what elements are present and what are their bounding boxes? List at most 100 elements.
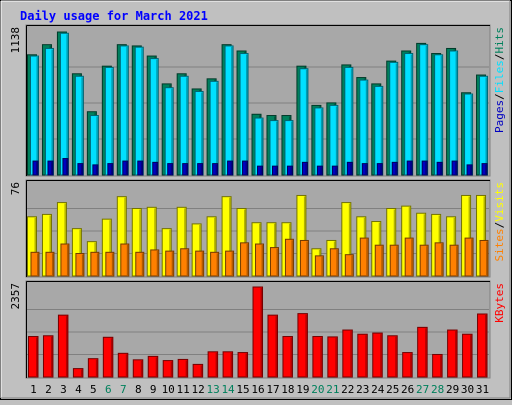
x-tick-label: 29: [446, 383, 459, 396]
bar-files-shade: [320, 108, 323, 175]
bar-pages-shade: [230, 162, 233, 175]
bar-pages-shade: [455, 162, 457, 175]
bar-pages-shade: [125, 162, 128, 175]
x-tick-label: 7: [120, 383, 127, 396]
bar-visits-shade: [154, 208, 156, 276]
bar-sites: [180, 248, 190, 277]
bar-visits-shade: [348, 203, 351, 276]
x-tick-label: 21: [326, 383, 339, 396]
bar-files-shade: [350, 68, 353, 175]
bar-sites: [299, 239, 309, 277]
bar-sites-shade: [411, 239, 413, 276]
bar-pages-shade: [290, 167, 292, 175]
bar-pages: [286, 165, 293, 176]
bar-files-shade: [261, 119, 263, 175]
bar-sites: [30, 251, 40, 277]
bar-files-shade: [290, 121, 293, 175]
bar-kbytes: [417, 326, 428, 378]
bar-pages-shade: [140, 162, 143, 175]
bar-files-shade: [485, 77, 488, 175]
bar-visits-shade: [229, 197, 231, 276]
bar-kbytes: [28, 336, 39, 378]
x-tick-label: 20: [311, 383, 324, 396]
bar-kbytes-shade: [200, 365, 203, 377]
bar-kbytes: [192, 363, 204, 378]
legend-visits: Visits: [493, 182, 506, 222]
bar-sites-shade: [276, 248, 278, 276]
bar-files-shade: [231, 46, 233, 175]
bar-sites: [210, 251, 220, 277]
bar-kbytes-shade: [395, 336, 397, 377]
x-tick-label: 5: [90, 383, 97, 396]
bar-pages: [92, 164, 99, 176]
bar-kbytes-shade: [95, 359, 98, 377]
bar-pages: [107, 163, 114, 176]
legend-files: Files: [493, 60, 506, 93]
x-axis-day-labels: 1 2 3 4 5 6 7 8 9 10 11 12 13 14 15 16 17 18 19 20 21 22 23 24 2…: [30, 383, 489, 396]
bar-pages-shade: [320, 167, 322, 175]
chart-title: Daily usage for March 2021: [20, 9, 208, 23]
bar-pages: [167, 163, 174, 176]
bar-kbytes: [102, 336, 114, 378]
bar-files-shade: [275, 121, 278, 175]
bar-visits-shade: [49, 215, 51, 276]
bar-sites-shade: [231, 252, 234, 276]
bar-sites: [359, 237, 369, 277]
bar-sites: [284, 238, 294, 277]
bar-pages: [406, 160, 413, 176]
bar-pages-shade: [440, 163, 442, 175]
bar-kbytes-shade: [110, 338, 113, 377]
bar-pages-shade: [36, 162, 38, 175]
bar-kbytes-shade: [65, 316, 68, 377]
x-tick-label: 13: [206, 383, 219, 396]
bar-visits-shade: [79, 229, 81, 276]
bar-pages-shade: [260, 167, 263, 175]
bar-kbytes-shade: [170, 361, 173, 377]
legend-separator: /: [493, 222, 506, 229]
legend-separator: /: [493, 93, 506, 100]
bar-pages: [77, 163, 84, 176]
bar-kbytes-shade: [485, 314, 487, 377]
bar-files-shade: [51, 49, 53, 175]
bar-files-shade: [201, 92, 203, 175]
bar-kbytes: [387, 335, 398, 378]
bar-kbytes-shade: [455, 331, 457, 377]
bar-pages-shade: [485, 164, 487, 175]
bar-visits-shade: [124, 197, 126, 276]
bar-kbytes-shade: [36, 337, 38, 377]
bar-sites-shade: [321, 256, 323, 276]
bar-visits-shade: [303, 196, 306, 276]
bar-sites-shade: [486, 241, 488, 276]
bar-pages: [451, 160, 458, 176]
bar-sites: [434, 242, 444, 277]
bar-files-shade: [126, 46, 128, 175]
bar-pages: [227, 160, 234, 176]
bar-sites: [105, 251, 115, 277]
bar-kbytes: [312, 336, 323, 378]
bar-kbytes-shade: [365, 335, 367, 377]
x-tick-label: 9: [150, 383, 157, 396]
y-max-label-kbytes: 2357: [9, 283, 22, 310]
bar-visits-shade: [109, 220, 111, 276]
bar-kbytes-shade: [305, 314, 307, 377]
y-max-label-hits-files-pages: 1138: [9, 27, 22, 54]
bar-kbytes-shade: [410, 353, 412, 377]
bar-kbytes-shade: [275, 316, 277, 377]
bar-kbytes-shade: [380, 334, 382, 377]
bar-sites-shade: [186, 249, 189, 276]
bar-kbytes-shade: [320, 337, 322, 377]
bar-pages-shade: [65, 159, 68, 175]
bar-sites-shade: [426, 246, 428, 276]
bar-sites-shade: [306, 241, 308, 276]
bar-kbytes: [327, 336, 338, 378]
y-max-label-visits-sites: 76: [9, 182, 22, 195]
x-tick-label: 27: [416, 383, 429, 396]
bar-sites: [150, 249, 160, 277]
panel-visits-sites: 76 Sites/Visits: [9, 179, 506, 278]
bar-pages-shade: [80, 164, 83, 175]
bar-kbytes: [477, 313, 488, 378]
bar-pages-shade: [110, 164, 113, 175]
bar-visits-shade: [139, 209, 141, 276]
panel-kbytes: 2357 KBytes: [9, 280, 506, 379]
bar-pages-shade: [350, 163, 352, 175]
